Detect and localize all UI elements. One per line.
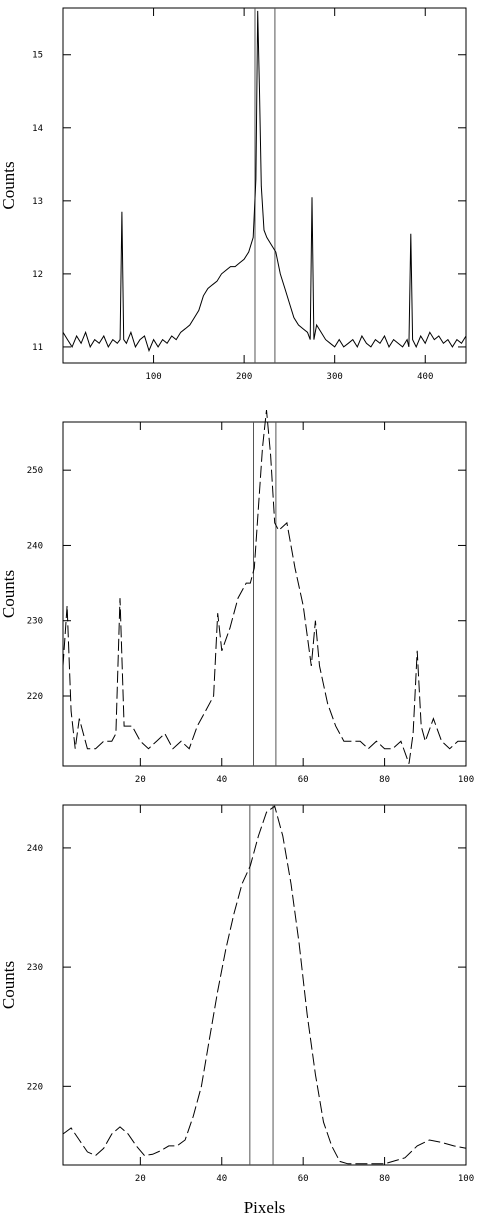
y-axis-label: Counts bbox=[0, 161, 18, 209]
x-tick-label: 300 bbox=[327, 372, 343, 382]
y-tick-label: 240 bbox=[27, 844, 43, 854]
x-tick-label: 80 bbox=[379, 775, 390, 785]
x-tick-label: 40 bbox=[216, 1174, 227, 1184]
x-tick-label: 60 bbox=[298, 775, 309, 785]
y-tick-label: 15 bbox=[32, 51, 43, 61]
data-line bbox=[62, 805, 467, 1165]
x-axis-label: Pixels bbox=[244, 1198, 286, 1215]
y-tick-label: 14 bbox=[32, 124, 43, 134]
y-tick-label: 11 bbox=[32, 343, 43, 353]
y-tick-label: 250 bbox=[27, 466, 43, 476]
y-tick-label: 230 bbox=[27, 963, 43, 973]
x-tick-label: 400 bbox=[417, 372, 433, 382]
x-tick-label: 80 bbox=[379, 1174, 390, 1184]
x-tick-label: 200 bbox=[236, 372, 252, 382]
plot-frame bbox=[62, 421, 467, 767]
y-tick-label: 240 bbox=[27, 541, 43, 551]
data-line bbox=[62, 10, 467, 353]
x-tick-label: 20 bbox=[135, 1174, 146, 1184]
y-axis-label: Counts bbox=[0, 961, 18, 1009]
x-tick-label: 100 bbox=[458, 1174, 474, 1184]
data-line bbox=[62, 409, 466, 764]
y-tick-label: 220 bbox=[27, 1082, 43, 1092]
x-tick-label: 100 bbox=[145, 372, 161, 382]
y-tick-label: 13 bbox=[32, 197, 43, 207]
x-tick-label: 100 bbox=[458, 775, 474, 785]
y-tick-label: 230 bbox=[27, 617, 43, 627]
y-axis-label: Counts bbox=[0, 570, 18, 618]
x-tick-label: 20 bbox=[135, 775, 146, 785]
plot-frame bbox=[62, 7, 467, 364]
x-tick-label: 60 bbox=[298, 1174, 309, 1184]
y-tick-label: 12 bbox=[32, 270, 43, 280]
plot-frame bbox=[62, 804, 467, 1166]
y-tick-label: 220 bbox=[27, 692, 43, 702]
x-tick-label: 40 bbox=[216, 775, 227, 785]
